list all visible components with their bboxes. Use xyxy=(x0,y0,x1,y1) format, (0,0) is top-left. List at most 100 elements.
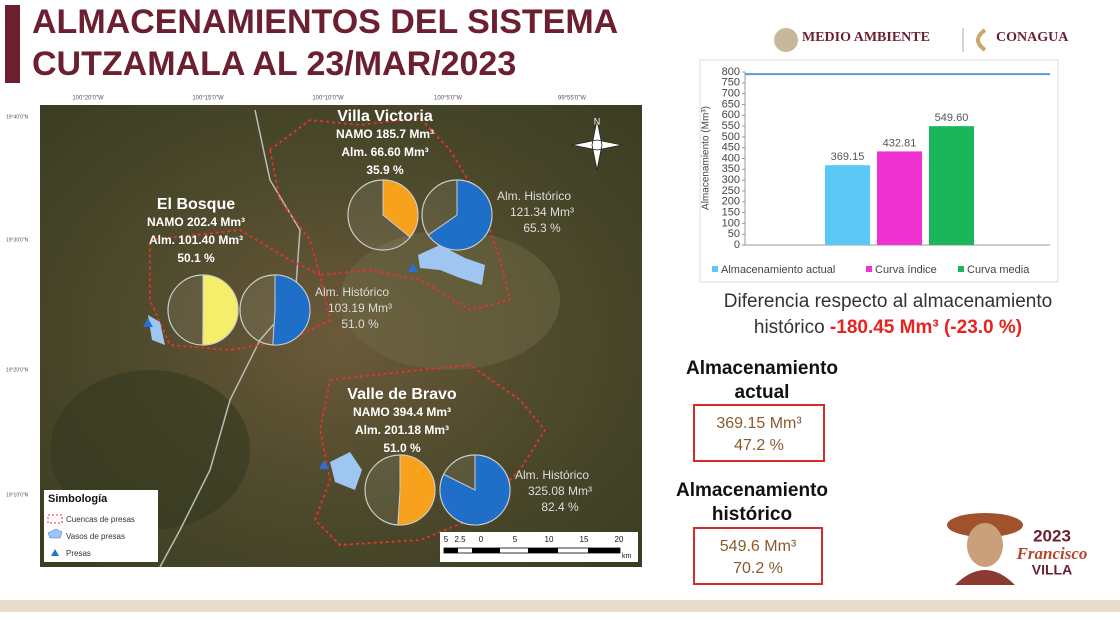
box-pct: 70.2 % xyxy=(733,560,783,577)
scale-label: 5 xyxy=(444,535,449,544)
map: N Simbología Cuencas de presas Vasos de … xyxy=(40,105,642,568)
bar xyxy=(929,126,974,245)
scale-box xyxy=(440,532,638,562)
villa-body xyxy=(955,570,1015,585)
value-label: 369.15 xyxy=(831,151,865,163)
legend-label: Curva índice xyxy=(875,264,937,276)
pie-slice xyxy=(427,179,493,251)
reservoir-stat: Alm. 101.40 Mm³ xyxy=(149,233,243,247)
y-tick-label: 800 xyxy=(722,66,740,78)
box-volume: 549.6 Mm³ xyxy=(720,538,797,555)
scale-unit: km xyxy=(622,553,632,560)
dam-marker xyxy=(319,460,329,469)
reservoir-water xyxy=(148,315,165,345)
box-title: actual xyxy=(735,382,790,403)
pie-slice xyxy=(397,454,436,526)
scale-bar xyxy=(444,548,458,553)
y-tick-label: 600 xyxy=(722,109,740,121)
y-tick-label: 700 xyxy=(722,88,740,100)
y-axis-label: Almacenamiento (Mm³) xyxy=(701,106,712,210)
legend-symbol xyxy=(47,528,63,539)
bar xyxy=(825,165,870,245)
title-bar xyxy=(5,5,20,83)
lat-label: 19°10'0"N xyxy=(6,492,29,498)
scale-label: 5 xyxy=(513,535,518,544)
box-title: Almacenamiento xyxy=(686,358,838,379)
legend-item: Vasos de presas xyxy=(66,532,125,541)
historic-volume: 121.34 Mm³ xyxy=(510,205,574,219)
legend-symbol xyxy=(51,549,59,556)
lat-label: 19°40'0"N xyxy=(6,114,29,120)
lon-label: 100°15'0"W xyxy=(192,96,224,102)
value-label: 432.81 xyxy=(883,137,917,149)
box-pct: 47.2 % xyxy=(734,437,784,454)
box-title: histórico xyxy=(712,504,792,525)
lon-label: 99°55'0"W xyxy=(558,96,586,102)
reservoir-stat: 50.1 % xyxy=(177,251,215,265)
north-arrow xyxy=(571,119,623,171)
logo-icon xyxy=(774,28,798,52)
scale-label: 10 xyxy=(545,535,554,544)
historic-title: Alm. Histórico xyxy=(315,285,389,299)
dam-marker xyxy=(408,263,418,272)
scale-label: 20 xyxy=(615,535,624,544)
difference-label: histórico xyxy=(754,317,825,338)
logo-surname: VILLA xyxy=(1032,562,1072,578)
value-box xyxy=(693,527,823,585)
lon-label: 100°10'0"W xyxy=(312,96,344,102)
y-tick-label: 200 xyxy=(722,196,740,208)
terrain xyxy=(340,230,560,370)
logo-year: 2023 xyxy=(1033,526,1071,545)
historic-pct: 65.3 % xyxy=(523,221,561,235)
legend-label: Curva media xyxy=(967,264,1030,276)
legend-symbol xyxy=(47,514,63,524)
value-box xyxy=(693,404,825,462)
bar xyxy=(877,151,922,245)
legend-label: Almacenamiento actual xyxy=(721,264,835,276)
box-volume: 369.15 Mm³ xyxy=(716,415,802,432)
lat-label: 19°20'0"N xyxy=(6,367,29,373)
box-title: Almacenamiento xyxy=(676,480,828,501)
y-tick-label: 50 xyxy=(728,228,740,240)
y-tick-label: 550 xyxy=(722,120,740,132)
historic-volume: 103.19 Mm³ xyxy=(328,301,392,315)
villa-face xyxy=(967,523,1003,567)
scale-bar xyxy=(472,548,500,553)
scale-bar xyxy=(528,548,558,553)
difference-value: -180.45 Mm³ (-23.0 %) xyxy=(830,317,1022,338)
y-tick-label: 150 xyxy=(722,206,740,218)
reservoir-stat: 51.0 % xyxy=(383,441,421,455)
y-tick-label: 750 xyxy=(722,77,740,89)
y-tick-label: 350 xyxy=(722,163,740,175)
dam-marker xyxy=(143,318,153,327)
y-tick-label: 100 xyxy=(722,217,740,229)
scale-label: 15 xyxy=(580,535,589,544)
road xyxy=(159,109,301,568)
difference-text: histórico -180.45 Mm³ (-23.0 %) xyxy=(754,317,1022,338)
pie-slice xyxy=(202,274,239,346)
scale-bar xyxy=(588,548,620,553)
logo-text: MEDIO AMBIENTE xyxy=(802,30,930,45)
reservoir-stat: Alm. 66.60 Mm³ xyxy=(341,145,428,159)
reservoir-stat: 35.9 % xyxy=(366,163,404,177)
logo-name: Francisco xyxy=(1016,544,1088,563)
reservoir-name: Valle de Bravo xyxy=(347,386,457,403)
basin-outline xyxy=(269,117,512,311)
historic-title: Alm. Histórico xyxy=(515,468,589,482)
legend-item: Cuencas de presas xyxy=(66,515,135,524)
north-label: N xyxy=(594,116,601,126)
reservoir-stat: NAMO 202.4 Mm³ xyxy=(147,215,245,229)
y-tick-label: 300 xyxy=(722,174,740,186)
title: ALMACENAMIENTOS DEL SISTEMA xyxy=(32,3,618,41)
reservoir-name: El Bosque xyxy=(157,196,235,213)
reservoir-water xyxy=(418,245,485,285)
legend-swatch xyxy=(712,266,718,272)
reservoir-stat: NAMO 185.7 Mm³ xyxy=(336,127,434,141)
reservoir-name: Villa Victoria xyxy=(337,108,433,125)
historic-title: Alm. Histórico xyxy=(497,189,571,203)
reservoir-stat: Alm. 201.18 Mm³ xyxy=(355,423,449,437)
y-tick-label: 500 xyxy=(722,131,740,143)
legend-title: Simbología xyxy=(48,493,108,505)
y-tick-label: 650 xyxy=(722,98,740,110)
